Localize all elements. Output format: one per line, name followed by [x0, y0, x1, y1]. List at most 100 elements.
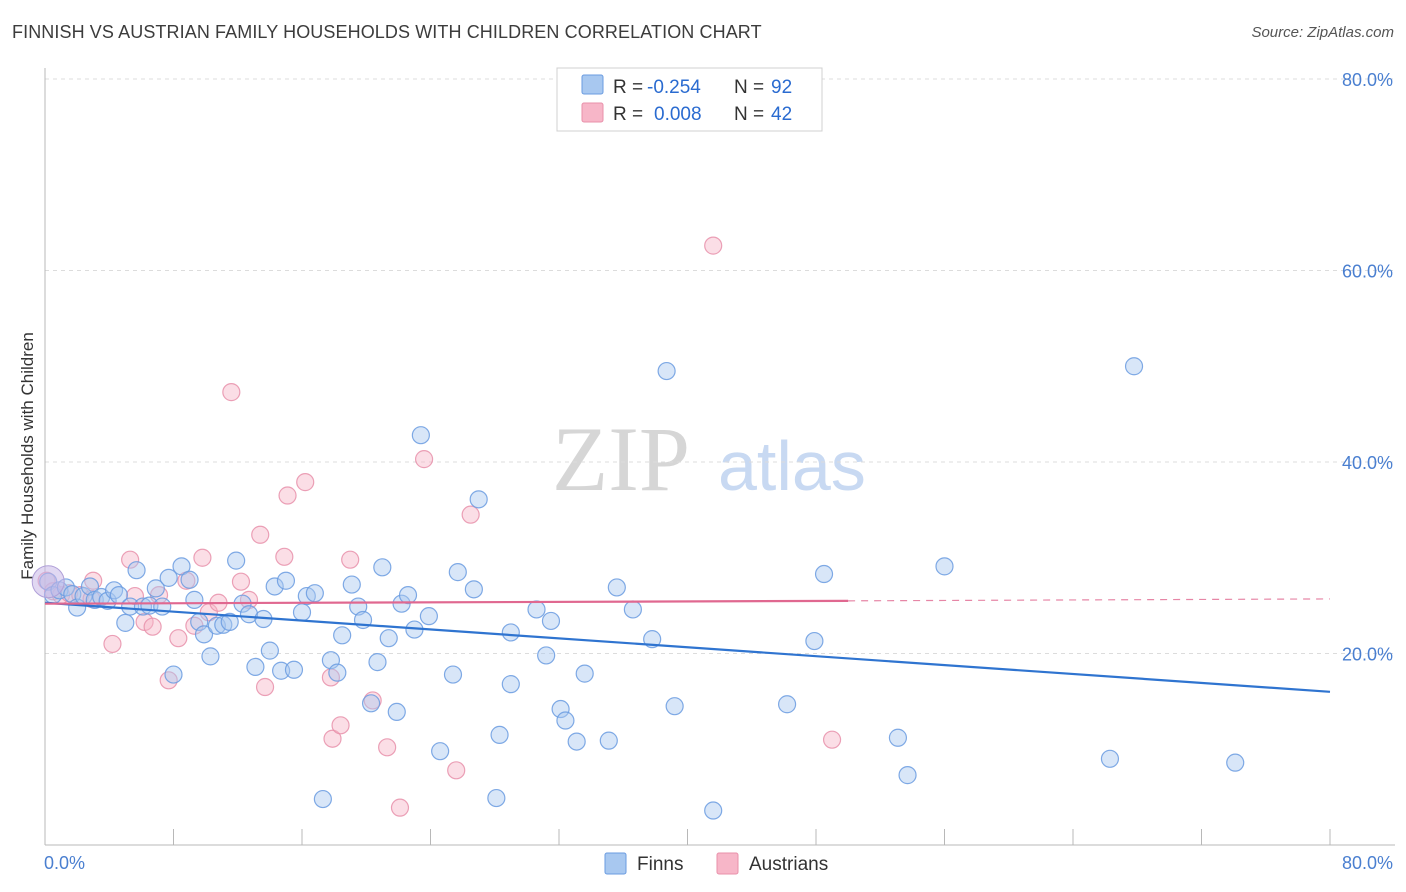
finns-point: [888, 728, 908, 747]
finns-point: [153, 597, 172, 616]
austrians-point: [447, 761, 466, 780]
finns-point: [599, 731, 618, 750]
finns-point: [116, 613, 135, 632]
finns-point: [556, 711, 575, 730]
finns-point: [284, 660, 304, 679]
finns-point: [527, 600, 546, 619]
finns-point: [227, 551, 246, 570]
finns-legend-swatch: [581, 74, 604, 95]
chart-title: FINNISH VS AUSTRIAN FAMILY HOUSEHOLDS WI…: [12, 22, 762, 42]
finns-series: [31, 357, 1245, 820]
finns-point: [805, 631, 824, 651]
finns-r-label: R =: [613, 77, 643, 98]
finns-point: [643, 630, 662, 649]
finns-point: [469, 490, 488, 509]
finns-point: [260, 641, 279, 660]
finns-point: [1124, 357, 1144, 376]
finns-series-swatch: [604, 852, 627, 875]
finns-point: [575, 664, 594, 683]
austrians-trend-extension: [848, 598, 1331, 602]
austrians-n-label: N =: [734, 104, 764, 125]
correlation-legend: R = -0.254 N = 92 R = 0.008 N = 42: [556, 67, 823, 132]
finns-point: [361, 694, 381, 713]
source-label: Source: ZipAtlas.com: [1251, 24, 1394, 41]
finns-point: [342, 575, 361, 594]
austrians-point: [275, 547, 294, 566]
finns-point: [146, 579, 165, 598]
finns-point: [373, 558, 392, 577]
austrians-series-swatch: [716, 852, 739, 875]
finns-point: [305, 584, 324, 603]
x-tick-label-max: 80.0%: [1342, 853, 1393, 873]
austrians-n-value: 42: [771, 104, 792, 125]
finns-point: [328, 663, 347, 682]
finns-point: [276, 571, 296, 590]
austrians-point: [103, 634, 122, 654]
austrians-point: [278, 486, 297, 505]
finns-point: [487, 788, 506, 808]
finns-point: [537, 646, 556, 665]
austrians-r-value: 0.008: [654, 104, 702, 125]
finns-point: [127, 561, 146, 580]
austrians-trend-line: [44, 599, 849, 605]
finns-point: [501, 675, 520, 694]
finns-point: [272, 661, 291, 680]
austrians-r-label: R =: [613, 104, 643, 125]
y-tick-label-80: 80.0%: [1342, 70, 1393, 90]
austrians-point: [231, 572, 251, 591]
austrians-point: [255, 677, 275, 697]
finns-point: [239, 605, 259, 624]
y-tick-label-20: 20.0%: [1342, 645, 1393, 665]
finns-point: [201, 647, 220, 666]
austrians-series-label: Austrians: [749, 854, 828, 875]
finns-trend-line: [44, 601, 1331, 693]
austrians-point: [143, 617, 162, 636]
x-ticks: [44, 829, 1331, 845]
finns-point: [411, 426, 430, 445]
finns-point: [501, 623, 520, 642]
x-tick-label-min: 0.0%: [44, 853, 85, 873]
y-axis-title: Family Households with Children: [18, 332, 37, 580]
austrians-point: [159, 671, 178, 690]
finns-point: [220, 612, 239, 632]
austrians-point: [296, 473, 315, 492]
finns-point: [387, 702, 406, 722]
finns-point: [1226, 753, 1245, 772]
finns-point: [665, 697, 684, 716]
finns-point: [246, 657, 265, 677]
y-tick-labels: 20.0% 40.0% 60.0% 80.0%: [1342, 70, 1393, 665]
finns-point: [164, 665, 183, 684]
finns-r-value: -0.254: [647, 77, 701, 98]
finns-point: [419, 607, 438, 626]
finns-point: [898, 766, 917, 785]
austrians-point: [323, 729, 342, 748]
series-legend: Finns Austrians: [604, 852, 828, 875]
austrians-point: [461, 505, 480, 524]
austrians-point: [363, 691, 382, 710]
finns-point: [490, 725, 509, 744]
austrians-legend-swatch: [581, 102, 604, 123]
austrians-point: [84, 571, 103, 590]
finns-point: [98, 591, 117, 610]
finns-point: [777, 695, 797, 714]
austrians-point: [378, 738, 397, 757]
austrians-point: [822, 730, 842, 749]
finns-point: [292, 603, 312, 622]
finns-point: [80, 577, 100, 596]
finns-point: [172, 557, 191, 576]
finns-point: [623, 600, 642, 619]
finns-point: [704, 801, 723, 820]
finns-point: [379, 629, 398, 648]
austrians-point: [251, 525, 270, 544]
austrians-point: [169, 629, 188, 648]
finns-point: [159, 568, 178, 587]
finns-point: [567, 732, 586, 751]
finns-n-label: N =: [734, 77, 764, 98]
overlap-point: [31, 565, 65, 599]
finns-point: [464, 580, 483, 599]
austrians-point: [341, 550, 360, 569]
austrians-series: [37, 236, 842, 817]
finns-point: [194, 625, 214, 644]
finns-point: [313, 789, 332, 809]
